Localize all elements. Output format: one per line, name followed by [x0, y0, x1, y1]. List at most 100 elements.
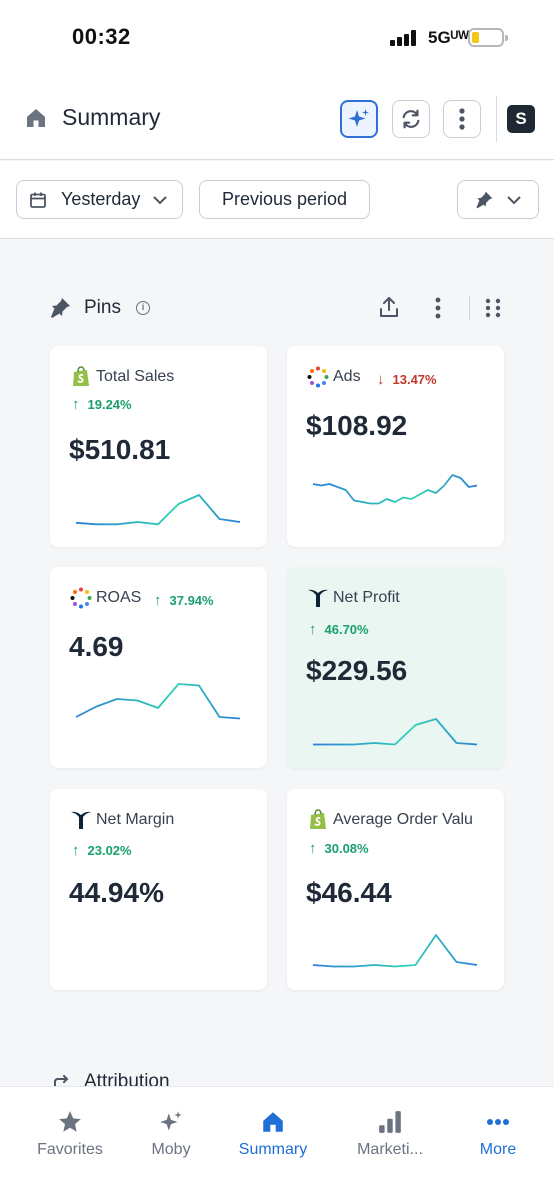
tab-more[interactable]: More	[443, 1109, 553, 1159]
sparkline-chart	[313, 718, 478, 746]
arrow-up-icon: ↑	[72, 842, 80, 859]
metric-change-value: 19.24%	[87, 397, 132, 412]
shopify-icon	[70, 366, 92, 388]
metric-change: ↓ 13.47%	[377, 371, 437, 388]
arrow-up-icon: ↑	[309, 621, 317, 638]
shop-avatar[interactable]: S	[507, 105, 535, 133]
app-header: Summary S	[0, 78, 554, 160]
metric-change: ↑ 23.02%	[72, 842, 132, 859]
metric-card-roas[interactable]: ROAS ↑ 37.94% 4.69	[50, 567, 267, 768]
date-range-label: Yesterday	[61, 189, 141, 209]
metric-change-value: 23.02%	[87, 843, 132, 858]
metric-card-total-sales[interactable]: Total Sales ↑ 19.24% $510.81	[50, 346, 267, 547]
ellipsis-icon	[487, 1119, 509, 1125]
pin-icon	[476, 191, 493, 208]
arrow-up-icon: ↑	[154, 592, 162, 609]
compare-period-button[interactable]: Previous period	[199, 180, 370, 219]
sparkline-series	[75, 683, 241, 720]
calendar-icon	[30, 192, 46, 208]
star-icon	[59, 1111, 81, 1132]
tab-marketing[interactable]: Marketi...	[335, 1109, 445, 1159]
metric-name: ROAS	[96, 589, 142, 606]
tab-label: Moby	[151, 1141, 191, 1158]
more-options-button[interactable]	[443, 100, 481, 138]
attribution-icon	[54, 1075, 69, 1090]
moby-ai-button[interactable]	[340, 100, 378, 138]
chevron-down-icon	[153, 195, 168, 204]
metric-value: $108.92	[306, 410, 408, 441]
pin-filter-dropdown[interactable]	[457, 180, 539, 219]
filter-bar: Yesterday Previous period	[0, 161, 554, 239]
tab-moby[interactable]: Moby	[116, 1109, 226, 1159]
metric-change: ↑ 30.08%	[309, 840, 369, 857]
vertical-ellipsis-icon[interactable]	[432, 296, 444, 320]
info-icon[interactable]: i	[136, 301, 150, 315]
refresh-button[interactable]	[392, 100, 430, 138]
tab-favorites[interactable]: Favorites	[15, 1109, 125, 1159]
battery-icon	[468, 28, 508, 47]
sparkline-chart	[312, 934, 478, 968]
metric-value: 44.94%	[69, 877, 164, 908]
drag-handle-icon[interactable]	[484, 297, 502, 319]
pin-icon	[51, 298, 70, 318]
arrow-down-icon: ↓	[377, 371, 385, 388]
triple-whale-icon	[307, 587, 329, 609]
metric-change-value: 37.94%	[169, 593, 214, 608]
tab-label: Summary	[238, 1141, 308, 1158]
metric-value: $510.81	[69, 434, 171, 465]
date-range-selector[interactable]: Yesterday	[16, 180, 183, 219]
attribution-title: Attribution	[84, 1071, 170, 1090]
shopify-icon	[307, 809, 329, 831]
status-time: 00:32	[72, 24, 131, 49]
header-divider	[496, 96, 497, 142]
metric-value: $229.56	[306, 655, 408, 686]
metric-change-value: 46.70%	[324, 622, 369, 637]
pins-title: Pins	[84, 297, 121, 318]
home-icon[interactable]	[24, 106, 48, 130]
metric-card-average-order-valu[interactable]: Average Order Valu ↑ 30.08% $46.44	[287, 789, 504, 990]
triple-whale-icon	[70, 809, 92, 831]
metric-name: Total Sales	[96, 368, 175, 385]
metric-change: ↑ 19.24%	[72, 396, 132, 413]
share-icon[interactable]	[377, 295, 401, 319]
status-bar: 00:32 5Gᵁᵂ	[0, 0, 554, 78]
home-icon	[263, 1112, 283, 1132]
sparkline-chart	[75, 494, 241, 526]
sparkline-series	[312, 474, 478, 505]
metric-card-net-profit[interactable]: Net Profit ↑ 46.70% $229.56	[287, 567, 504, 768]
chevron-down-icon	[507, 195, 521, 204]
metric-name: Ads	[333, 368, 361, 385]
bottom-tab-bar: Favorites Moby Summary Marketi... More	[0, 1086, 554, 1200]
metric-card-net-margin[interactable]: Net Margin ↑ 23.02% 44.94%	[50, 789, 267, 990]
metric-change-value: 30.08%	[324, 841, 369, 856]
metric-change-value: 13.47%	[392, 372, 437, 387]
metric-value: 4.69	[69, 631, 124, 662]
tab-label: Marketi...	[357, 1141, 423, 1158]
arrow-up-icon: ↑	[72, 396, 80, 413]
multi-platform-icon	[70, 587, 92, 609]
metric-name: Average Order Valu	[333, 811, 473, 828]
page-title: Summary	[62, 104, 161, 130]
sparkline-series	[313, 718, 478, 746]
tab-summary[interactable]: Summary	[218, 1109, 328, 1159]
vertical-ellipsis-icon	[459, 108, 465, 130]
sparkline-series	[312, 934, 478, 968]
metric-card-ads[interactable]: Ads ↓ 13.47% $108.92	[287, 346, 504, 547]
sparkline-series	[75, 494, 241, 526]
multi-platform-icon	[307, 366, 329, 388]
tab-label: Favorites	[37, 1141, 103, 1158]
sparkline-chart	[75, 683, 241, 720]
network-type: 5Gᵁᵂ	[428, 28, 469, 47]
metric-name: Net Margin	[96, 811, 175, 828]
sparkline-chart	[312, 474, 478, 505]
pins-section-header: Pins i	[48, 292, 508, 324]
metric-value: $46.44	[306, 877, 392, 908]
signal-icon	[390, 30, 420, 46]
attribution-section-header: Attribution	[52, 1068, 252, 1090]
tab-label: More	[479, 1141, 517, 1158]
metric-name: Net Profit	[333, 589, 400, 606]
bar-chart-icon	[379, 1111, 401, 1133]
sparkles-icon	[348, 109, 369, 127]
sparkles-icon	[160, 1111, 182, 1131]
pins-header-divider	[469, 296, 470, 320]
